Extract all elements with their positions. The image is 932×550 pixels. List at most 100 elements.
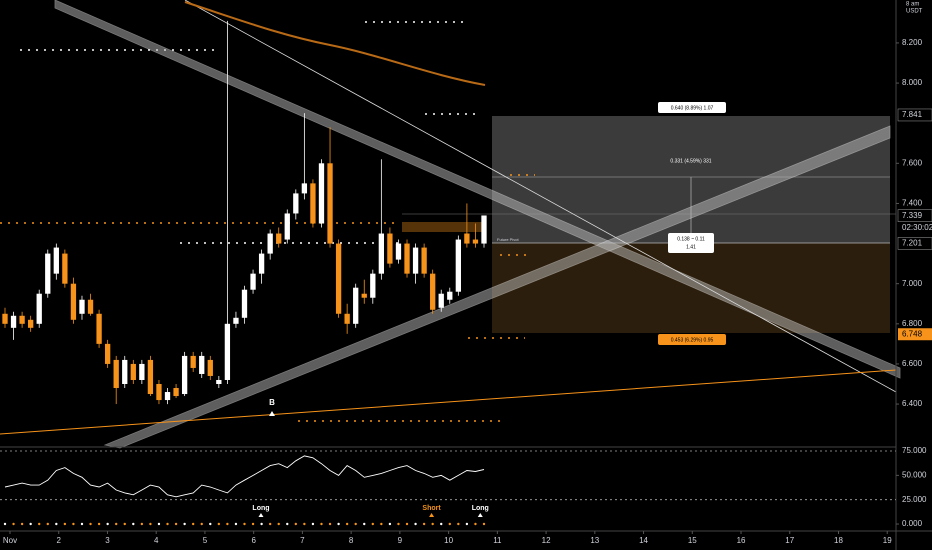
signal-label: Long	[472, 505, 489, 512]
y-tick-label: 6.800	[902, 319, 923, 328]
mid-label: 0.331 (4.59%) 331	[670, 158, 711, 164]
candle-body	[395, 243, 402, 260]
countdown-box	[898, 222, 932, 234]
price-tag	[897, 108, 932, 122]
candle-body	[190, 355, 196, 368]
candle-body	[258, 253, 265, 274]
x-tick-label: 12	[542, 536, 551, 545]
x-tick-label: 9	[398, 536, 403, 545]
signal-dot	[140, 522, 144, 526]
signal-dot	[72, 522, 75, 526]
signal-dot	[431, 522, 434, 526]
plot: 8.200 8.000 7.600 7.400 7.000 6.800 6.600 6.400…	[0, 20, 932, 545]
signal-dot	[80, 522, 84, 526]
signal-dot	[354, 522, 357, 526]
signal-dot	[123, 522, 126, 526]
trendlines	[0, 0, 901, 449]
x-tick-label: 18	[834, 536, 843, 545]
candle-body	[421, 247, 427, 274]
candle-body	[481, 215, 487, 244]
levels	[0, 21, 535, 422]
stop-box	[658, 334, 726, 345]
signal-dot	[482, 522, 486, 526]
candle-body	[293, 193, 299, 214]
signal-dot	[414, 522, 417, 526]
candle-body	[10, 315, 17, 328]
price-tag	[897, 237, 932, 250]
x-tick-label: 6	[251, 536, 256, 545]
trend-line	[184, 0, 897, 393]
price-tag-label: 7.339	[902, 211, 923, 220]
signal-arrow	[477, 513, 483, 517]
candle-body	[113, 359, 119, 389]
candle-body	[327, 163, 333, 244]
loss-zone	[492, 243, 890, 333]
signal-dot	[3, 522, 7, 526]
candle-body	[2, 313, 8, 324]
candle-body	[344, 313, 350, 324]
candle-body	[310, 183, 316, 224]
axis-top-label: USDT	[906, 9, 923, 15]
signal-dot	[388, 522, 392, 526]
candle-body	[181, 355, 188, 395]
candle-body	[224, 323, 231, 380]
signal-dot	[303, 522, 306, 526]
price-tag-label: 7.201	[902, 238, 923, 247]
signal-dot	[12, 522, 15, 526]
y-tick-label: 6.600	[902, 359, 923, 368]
signal-dot	[371, 522, 375, 526]
candle-body	[404, 243, 410, 274]
y-tick-label: 6.400	[902, 399, 923, 408]
center-label: 0.138 ~ 0.11	[677, 236, 705, 242]
candle-body	[216, 379, 222, 384]
candle-body	[139, 363, 145, 380]
moving-average	[184, 1, 486, 86]
x-tick-label: 16	[737, 536, 746, 545]
candle-body	[45, 253, 51, 294]
signal-dot	[209, 522, 212, 526]
signal-dot	[106, 522, 109, 526]
osc-line	[4, 455, 485, 498]
signal-dot	[149, 522, 152, 526]
candle-body	[455, 239, 461, 292]
signal-label: Short	[422, 505, 441, 512]
y-tick-label: 7.600	[902, 158, 923, 167]
signal-dot	[294, 522, 298, 526]
candle-body	[438, 293, 444, 308]
candle-body	[87, 299, 94, 314]
y-tick-label: 7.000	[902, 279, 923, 288]
candle-body	[147, 359, 154, 395]
signal-dot	[422, 522, 426, 526]
candle-body	[464, 233, 470, 244]
candle-body	[250, 273, 256, 290]
x-tick-label: 17	[785, 536, 794, 545]
signal-dot	[320, 522, 323, 526]
candle-body	[387, 233, 393, 264]
signal-dot	[260, 522, 263, 526]
signal-dot	[200, 522, 203, 526]
candle-body	[267, 233, 273, 254]
candle-body	[156, 384, 162, 401]
signal-dot	[226, 522, 229, 526]
candle-body	[104, 343, 111, 364]
pivot-label: Future Pivot	[497, 237, 519, 242]
candle-body	[122, 359, 128, 384]
x-tick-label: Nov	[3, 536, 17, 545]
y-tick-label: 8.200	[902, 38, 923, 47]
target-box	[658, 102, 726, 113]
x-tick-label: 8	[349, 536, 354, 545]
candle-body	[207, 359, 213, 376]
candle-body	[241, 289, 248, 318]
candle-body	[164, 392, 171, 401]
x-tick-label: 2	[56, 536, 61, 545]
x-tick-label: 19	[883, 536, 892, 545]
stop-label: 0.453 (6.29%) 0.95	[671, 337, 714, 343]
x-tick-label: 3	[105, 536, 110, 545]
center-box	[668, 233, 714, 253]
osc-tick-label: 50.000	[902, 470, 927, 479]
marker-arrow	[269, 411, 275, 416]
signal-dot	[397, 522, 400, 526]
candle-body	[378, 233, 385, 274]
signal-dot	[217, 522, 221, 526]
